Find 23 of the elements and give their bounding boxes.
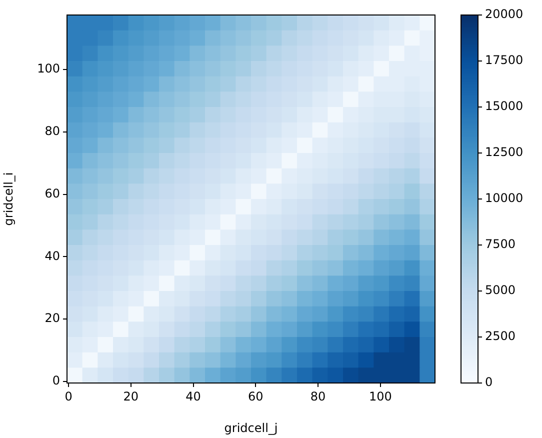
color-bar-label: 7500 — [485, 237, 516, 252]
color-bar-label: 2500 — [485, 329, 516, 344]
x-axis-title: gridcell_j — [224, 420, 278, 435]
x-tick-label: 20 — [123, 389, 139, 404]
x-tick-label: 40 — [186, 389, 201, 404]
color-bar-label: 12500 — [485, 145, 524, 160]
color-bar-label: 10000 — [485, 191, 524, 206]
x-tick-label: 80 — [310, 389, 326, 404]
color-bar-label: 17500 — [485, 53, 524, 68]
y-tick-label: 40 — [44, 248, 60, 263]
y-tick-label: 0 — [52, 374, 60, 388]
color-bar-label: 20000 — [485, 7, 524, 22]
color-bar-label: 0 — [485, 375, 493, 390]
y-tick-label: 20 — [44, 311, 60, 326]
x-tick-label: 60 — [248, 389, 264, 404]
y-axis-title: gridcell_i — [1, 172, 16, 226]
y-tick-label: 60 — [44, 186, 60, 200]
y-tick-label: 100 — [37, 62, 60, 76]
x-tick-label: 0 — [64, 389, 72, 404]
x-tick-label: 100 — [368, 389, 392, 404]
y-tick-label: 80 — [44, 124, 60, 138]
color-bar-label: 15000 — [485, 99, 524, 114]
color-bar-label: 5000 — [485, 283, 516, 298]
